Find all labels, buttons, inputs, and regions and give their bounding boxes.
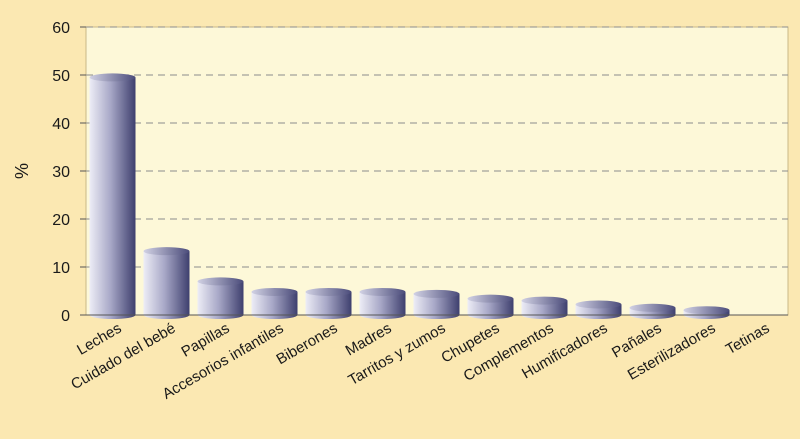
y-axis-ticks: 0 10 20 30 40 50 60 bbox=[52, 20, 86, 325]
bar bbox=[359, 287, 406, 319]
bar-body bbox=[413, 293, 460, 315]
bar-cap bbox=[197, 277, 244, 286]
bar-cap bbox=[305, 287, 352, 296]
bar bbox=[305, 287, 352, 319]
y-tick-label: 0 bbox=[61, 308, 70, 325]
bar bbox=[683, 306, 730, 319]
y-tick-label: 20 bbox=[52, 212, 70, 229]
bar-cap bbox=[467, 294, 514, 303]
x-category-label: Complementos bbox=[461, 320, 557, 385]
gridlines bbox=[86, 26, 788, 268]
bar-body bbox=[575, 304, 622, 315]
y-tick-label: 30 bbox=[52, 164, 70, 181]
bar-body bbox=[467, 298, 514, 315]
bar-cap bbox=[575, 300, 622, 309]
bar bbox=[521, 296, 568, 319]
x-category-label: Tetinas bbox=[723, 320, 773, 358]
bar-cap bbox=[629, 303, 676, 312]
bar-body bbox=[89, 77, 136, 316]
bar bbox=[251, 287, 298, 319]
bar bbox=[629, 303, 676, 319]
bar-cap bbox=[143, 247, 190, 256]
y-tick-label: 10 bbox=[52, 260, 70, 277]
bar bbox=[197, 277, 244, 319]
y-tick-label: 40 bbox=[52, 116, 70, 133]
bar-cap bbox=[413, 289, 460, 298]
bar-body bbox=[305, 291, 352, 315]
x-category-label: Biberones bbox=[274, 320, 341, 368]
bar-body bbox=[359, 291, 406, 315]
bar bbox=[143, 247, 190, 319]
y-axis-title: % bbox=[12, 163, 32, 179]
y-tick-label: 50 bbox=[52, 68, 70, 85]
x-category-label: Tarritos y zumos bbox=[345, 320, 448, 389]
bar-body bbox=[521, 300, 568, 315]
bar-body bbox=[251, 291, 298, 315]
bar-cap bbox=[683, 306, 730, 315]
bar bbox=[575, 300, 622, 319]
bar-cap bbox=[89, 73, 136, 82]
bar-body bbox=[197, 281, 244, 315]
bar bbox=[89, 73, 136, 319]
bar-body bbox=[143, 251, 190, 315]
bar-cap bbox=[251, 287, 298, 296]
bar-cap bbox=[521, 296, 568, 305]
y-tick-label: 60 bbox=[52, 20, 70, 37]
bar-cap bbox=[359, 287, 406, 296]
